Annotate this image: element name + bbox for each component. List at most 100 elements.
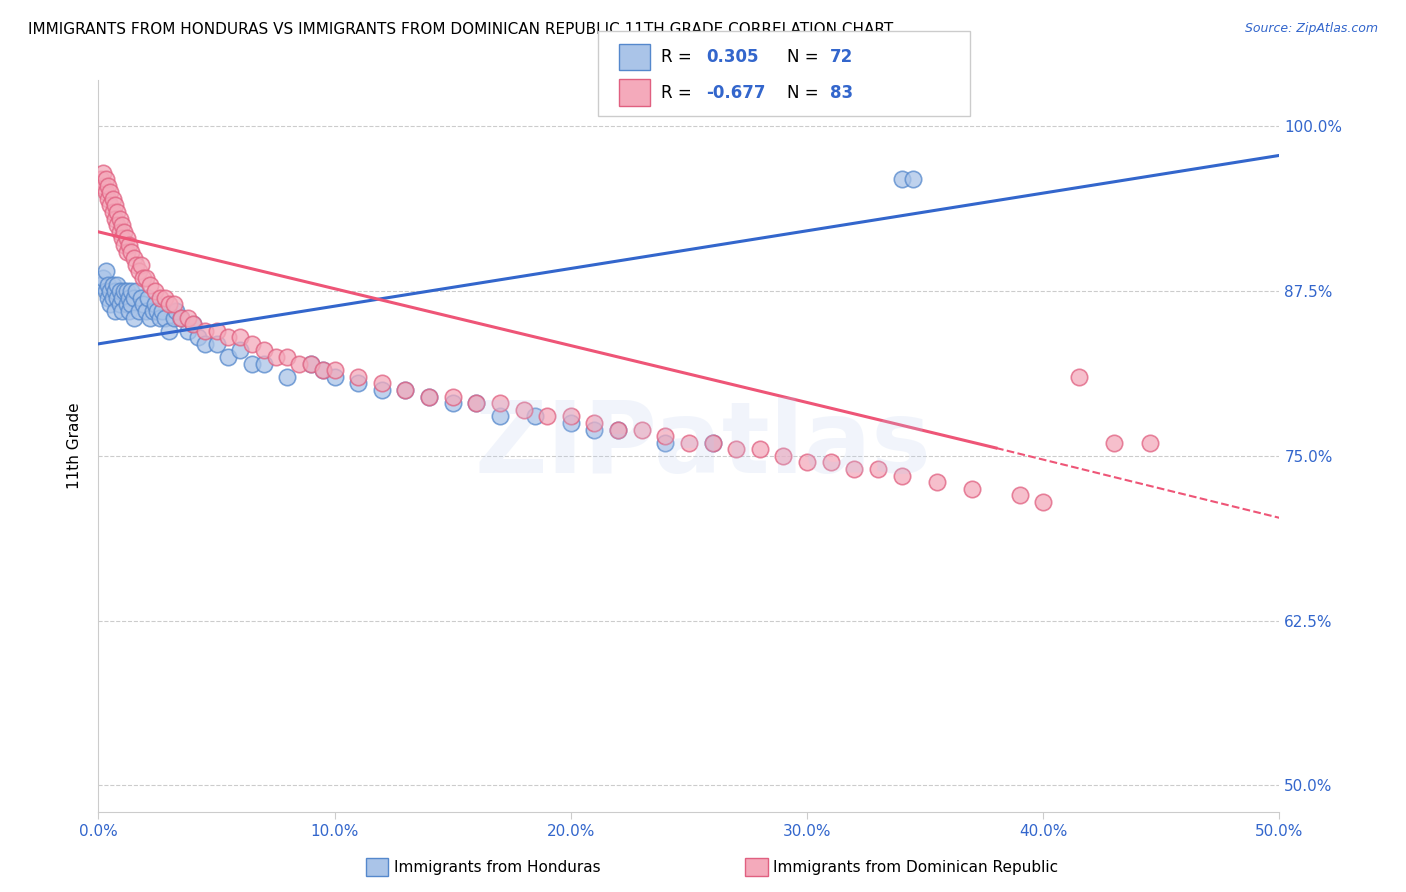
Point: [94, 284, 117, 298]
Point: [157, 324, 180, 338]
Point: [101, 291, 124, 305]
Point: [1032, 495, 1054, 509]
Point: [97, 178, 120, 193]
Point: [153, 310, 176, 325]
Point: [121, 284, 143, 298]
Point: [441, 396, 464, 410]
Point: [112, 225, 135, 239]
Point: [820, 455, 842, 469]
Point: [654, 429, 676, 443]
Point: [104, 304, 127, 318]
Point: [90, 172, 112, 186]
Text: 83: 83: [830, 84, 852, 102]
Point: [128, 264, 150, 278]
Point: [323, 369, 346, 384]
Point: [163, 310, 186, 325]
Point: [607, 423, 630, 437]
Point: [583, 416, 606, 430]
Point: [94, 172, 117, 186]
Point: [312, 363, 335, 377]
Point: [240, 336, 263, 351]
Point: [157, 297, 180, 311]
Point: [512, 402, 534, 417]
Point: [654, 435, 676, 450]
Point: [524, 409, 547, 424]
Text: Immigrants from Dominican Republic: Immigrants from Dominican Republic: [773, 860, 1059, 874]
Point: [125, 258, 148, 272]
Point: [118, 238, 141, 252]
Point: [394, 383, 416, 397]
Point: [163, 297, 186, 311]
Point: [489, 396, 512, 410]
Point: [112, 284, 135, 298]
Point: [702, 435, 724, 450]
Point: [91, 271, 114, 285]
Point: [135, 271, 157, 285]
Point: [94, 264, 117, 278]
Point: [98, 186, 121, 200]
Point: [125, 284, 148, 298]
Point: [299, 357, 322, 371]
Point: [371, 383, 394, 397]
Point: [143, 284, 166, 298]
Point: [91, 178, 114, 193]
Text: IMMIGRANTS FROM HONDURAS VS IMMIGRANTS FROM DOMINICAN REPUBLIC 11TH GRADE CORREL: IMMIGRANTS FROM HONDURAS VS IMMIGRANTS F…: [28, 22, 893, 37]
Point: [118, 291, 141, 305]
Text: R =: R =: [661, 84, 697, 102]
Point: [132, 297, 155, 311]
Point: [94, 186, 117, 200]
Point: [146, 304, 169, 318]
Point: [1102, 435, 1125, 450]
Point: [112, 238, 135, 252]
Point: [903, 172, 925, 186]
Point: [129, 291, 152, 305]
Point: [217, 350, 239, 364]
Point: [111, 219, 134, 233]
Point: [139, 277, 162, 292]
Point: [312, 363, 335, 377]
Point: [194, 336, 217, 351]
Point: [150, 304, 173, 318]
Point: [153, 291, 176, 305]
Text: N =: N =: [787, 84, 824, 102]
Text: N =: N =: [787, 48, 824, 66]
Text: 0.305: 0.305: [706, 48, 758, 66]
Point: [1067, 369, 1090, 384]
Point: [142, 304, 165, 318]
Point: [217, 330, 239, 344]
Point: [229, 343, 252, 358]
Point: [108, 284, 131, 298]
Point: [122, 310, 145, 325]
Point: [866, 462, 889, 476]
Point: [276, 350, 298, 364]
Point: [465, 396, 488, 410]
Text: Immigrants from Honduras: Immigrants from Honduras: [394, 860, 600, 874]
Point: [108, 211, 131, 226]
Y-axis label: 11th Grade: 11th Grade: [67, 402, 83, 490]
Point: [104, 284, 127, 298]
Point: [181, 317, 204, 331]
Point: [105, 205, 128, 219]
Point: [205, 336, 228, 351]
Point: [101, 277, 124, 292]
Point: [323, 363, 346, 377]
Point: [90, 277, 112, 292]
Point: [128, 304, 150, 318]
Point: [229, 330, 252, 344]
Point: [240, 357, 263, 371]
Point: [98, 284, 121, 298]
Point: [890, 172, 912, 186]
Point: [1139, 435, 1161, 450]
Point: [121, 244, 143, 259]
Point: [418, 390, 440, 404]
Point: [465, 396, 488, 410]
Point: [115, 231, 138, 245]
Point: [187, 330, 209, 344]
Point: [108, 297, 131, 311]
Point: [288, 357, 311, 371]
Point: [143, 297, 166, 311]
Point: [111, 304, 134, 318]
Point: [276, 369, 298, 384]
Point: [725, 442, 748, 457]
Point: [772, 449, 794, 463]
